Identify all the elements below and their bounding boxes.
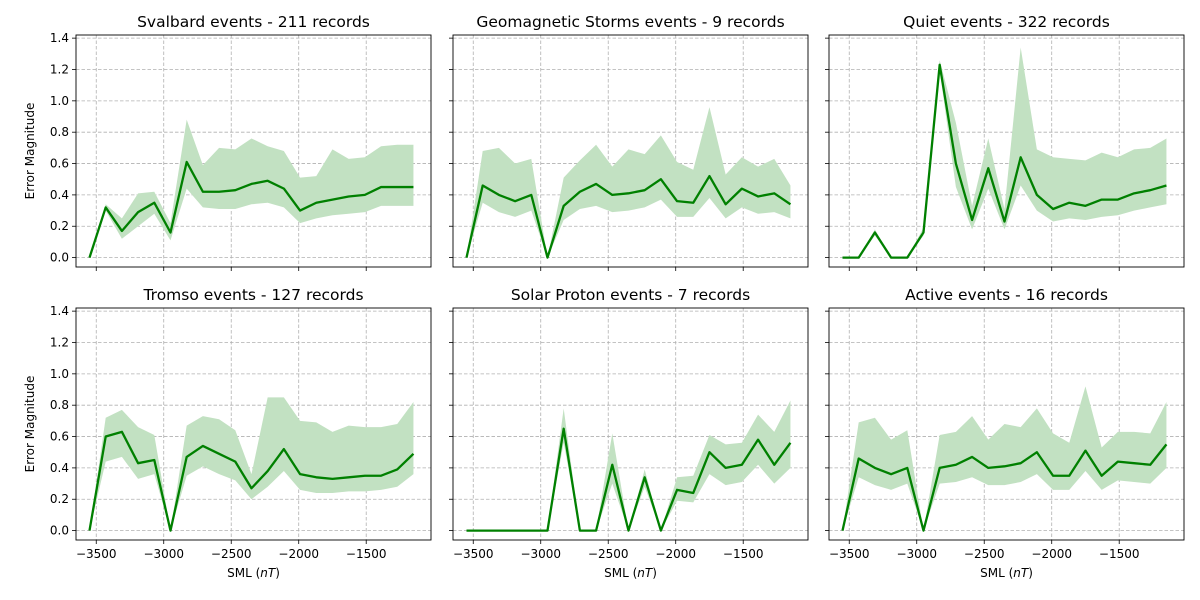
x-tick-label: −1500 <box>346 547 387 561</box>
subplot-title: Tromso events - 127 records <box>142 286 363 304</box>
error-band <box>89 119 414 258</box>
x-tick-label: −3500 <box>453 547 494 561</box>
subplot-title: Active events - 16 records <box>905 286 1108 304</box>
subplot-title: Svalbard events - 211 records <box>137 13 370 31</box>
x-tick-label: −2000 <box>1031 547 1072 561</box>
subplot-title: Quiet events - 322 records <box>903 13 1110 31</box>
subplot-title: Solar Proton events - 7 records <box>511 286 750 304</box>
axes-frame <box>452 307 809 541</box>
y-tick-label: 0.6 <box>50 157 69 171</box>
x-tick-label: −2500 <box>211 547 252 561</box>
axes-frame <box>828 307 1185 541</box>
x-tick-label: −2000 <box>278 547 319 561</box>
error-band <box>842 386 1167 531</box>
mean-line <box>841 443 1168 532</box>
y-tick-label: 0.8 <box>50 398 69 412</box>
x-tick-label: −2500 <box>588 547 629 561</box>
x-tick-label: −3500 <box>829 547 870 561</box>
y-tick-label: 0.0 <box>50 251 69 265</box>
y-tick-label: 1.0 <box>50 94 69 108</box>
y-tick-label: 1.2 <box>50 335 69 349</box>
error-band <box>466 400 791 531</box>
y-tick-label: 1.2 <box>50 62 69 76</box>
mean-line <box>842 63 1167 259</box>
x-tick-label: −3500 <box>76 547 117 561</box>
x-tick-label: −3000 <box>896 547 937 561</box>
axes-frame <box>75 307 432 541</box>
x-axis-label: SML (nT) <box>980 566 1033 580</box>
mean-line <box>465 174 792 259</box>
subplot-5: −3500 −3000 −2500 −2000 −1500 Solar Proton ev… <box>449 286 809 580</box>
subplot-2: Geomagnetic Storms events - 9 records <box>449 13 809 271</box>
y-tick-label: 1.4 <box>50 31 69 45</box>
axes-frame <box>75 34 432 268</box>
subplot-title: Geomagnetic Storms events - 9 records <box>476 13 784 31</box>
y-tick-label: 0.2 <box>50 492 69 506</box>
x-axis-label: SML (nT) <box>604 566 657 580</box>
y-tick-label: 0.4 <box>50 188 69 202</box>
y-tick-label: 0.4 <box>50 461 69 475</box>
y-tick-label: 0.8 <box>50 125 69 139</box>
x-tick-label: −2000 <box>655 547 696 561</box>
axes-frame <box>828 34 1185 268</box>
y-tick-label: 1.0 <box>50 367 69 381</box>
x-tick-label: −1500 <box>723 547 764 561</box>
y-axis-label: Error Magnitude <box>23 376 37 473</box>
axes-frame <box>452 34 809 268</box>
y-tick-label: 0.6 <box>50 430 69 444</box>
mean-line <box>88 160 414 258</box>
subplot-3: Quiet events - 322 records <box>825 13 1185 271</box>
x-axis-label: SML (nT) <box>227 566 280 580</box>
error-band <box>466 107 791 258</box>
x-tick-label: −2500 <box>964 547 1005 561</box>
subplot-6: −3500 −3000 −2500 −2000 −1500 Active events -… <box>825 286 1185 580</box>
mean-line <box>466 427 792 532</box>
x-tick-label: −1500 <box>1099 547 1140 561</box>
y-tick-label: 0.2 <box>50 219 69 233</box>
subplot-1: 0.0 0.2 0.4 0.6 0.8 1.0 1.2 1.4 Svalbard events … <box>23 13 432 271</box>
mean-line <box>88 430 415 532</box>
x-tick-label: −3000 <box>520 547 561 561</box>
y-tick-label: 0.0 <box>50 524 69 538</box>
x-tick-label: −3000 <box>143 547 184 561</box>
y-tick-label: 1.4 <box>50 304 69 318</box>
subplot-4: 0.0 0.2 0.4 0.6 0.8 1.0 1.2 1.4 −3500 −3000 −2500 −… <box>23 286 432 580</box>
y-axis-label: Error Magnitude <box>23 103 37 200</box>
